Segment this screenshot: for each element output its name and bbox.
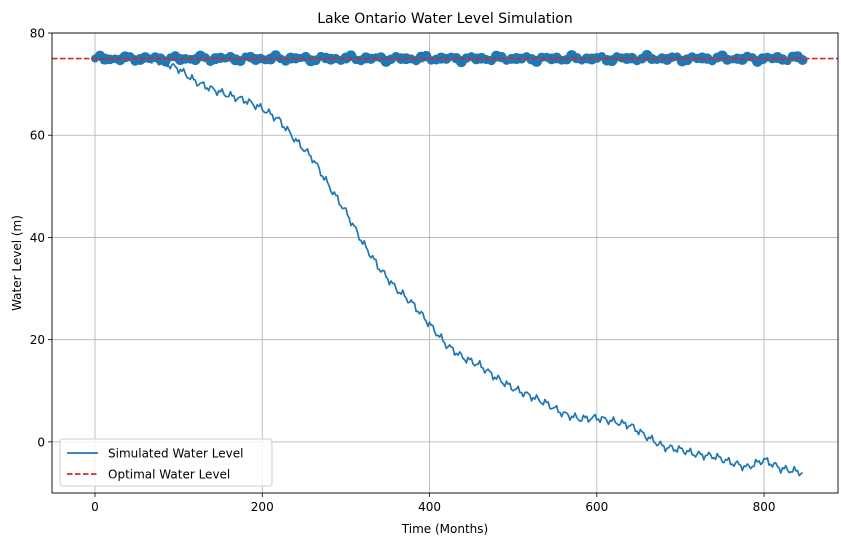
legend-label-simulated: Simulated Water Level <box>108 447 243 461</box>
y-tick-label: 40 <box>30 231 45 245</box>
y-tick-label: 60 <box>30 129 45 143</box>
x-tick-label: 200 <box>251 500 274 514</box>
legend: Simulated Water Level Optimal Water Leve… <box>59 438 273 487</box>
x-tick-label: 0 <box>91 500 99 514</box>
scatter-point <box>797 55 808 66</box>
y-axis-label: Water Level (m) <box>10 215 24 311</box>
y-tick-label: 80 <box>30 27 45 41</box>
plot-frame <box>51 32 839 494</box>
y-tick-label: 0 <box>37 435 45 449</box>
y-tick-label: 20 <box>30 333 45 347</box>
legend-label-optimal: Optimal Water Level <box>108 468 230 482</box>
x-tick-label: 400 <box>418 500 441 514</box>
series-line-simulated <box>94 53 804 477</box>
x-tick-label: 800 <box>753 500 776 514</box>
x-tick-label: 600 <box>585 500 608 514</box>
chart-title: Lake Ontario Water Level Simulation <box>317 11 573 27</box>
legend-box <box>59 438 273 487</box>
x-axis-label: Time (Months) <box>401 522 488 536</box>
